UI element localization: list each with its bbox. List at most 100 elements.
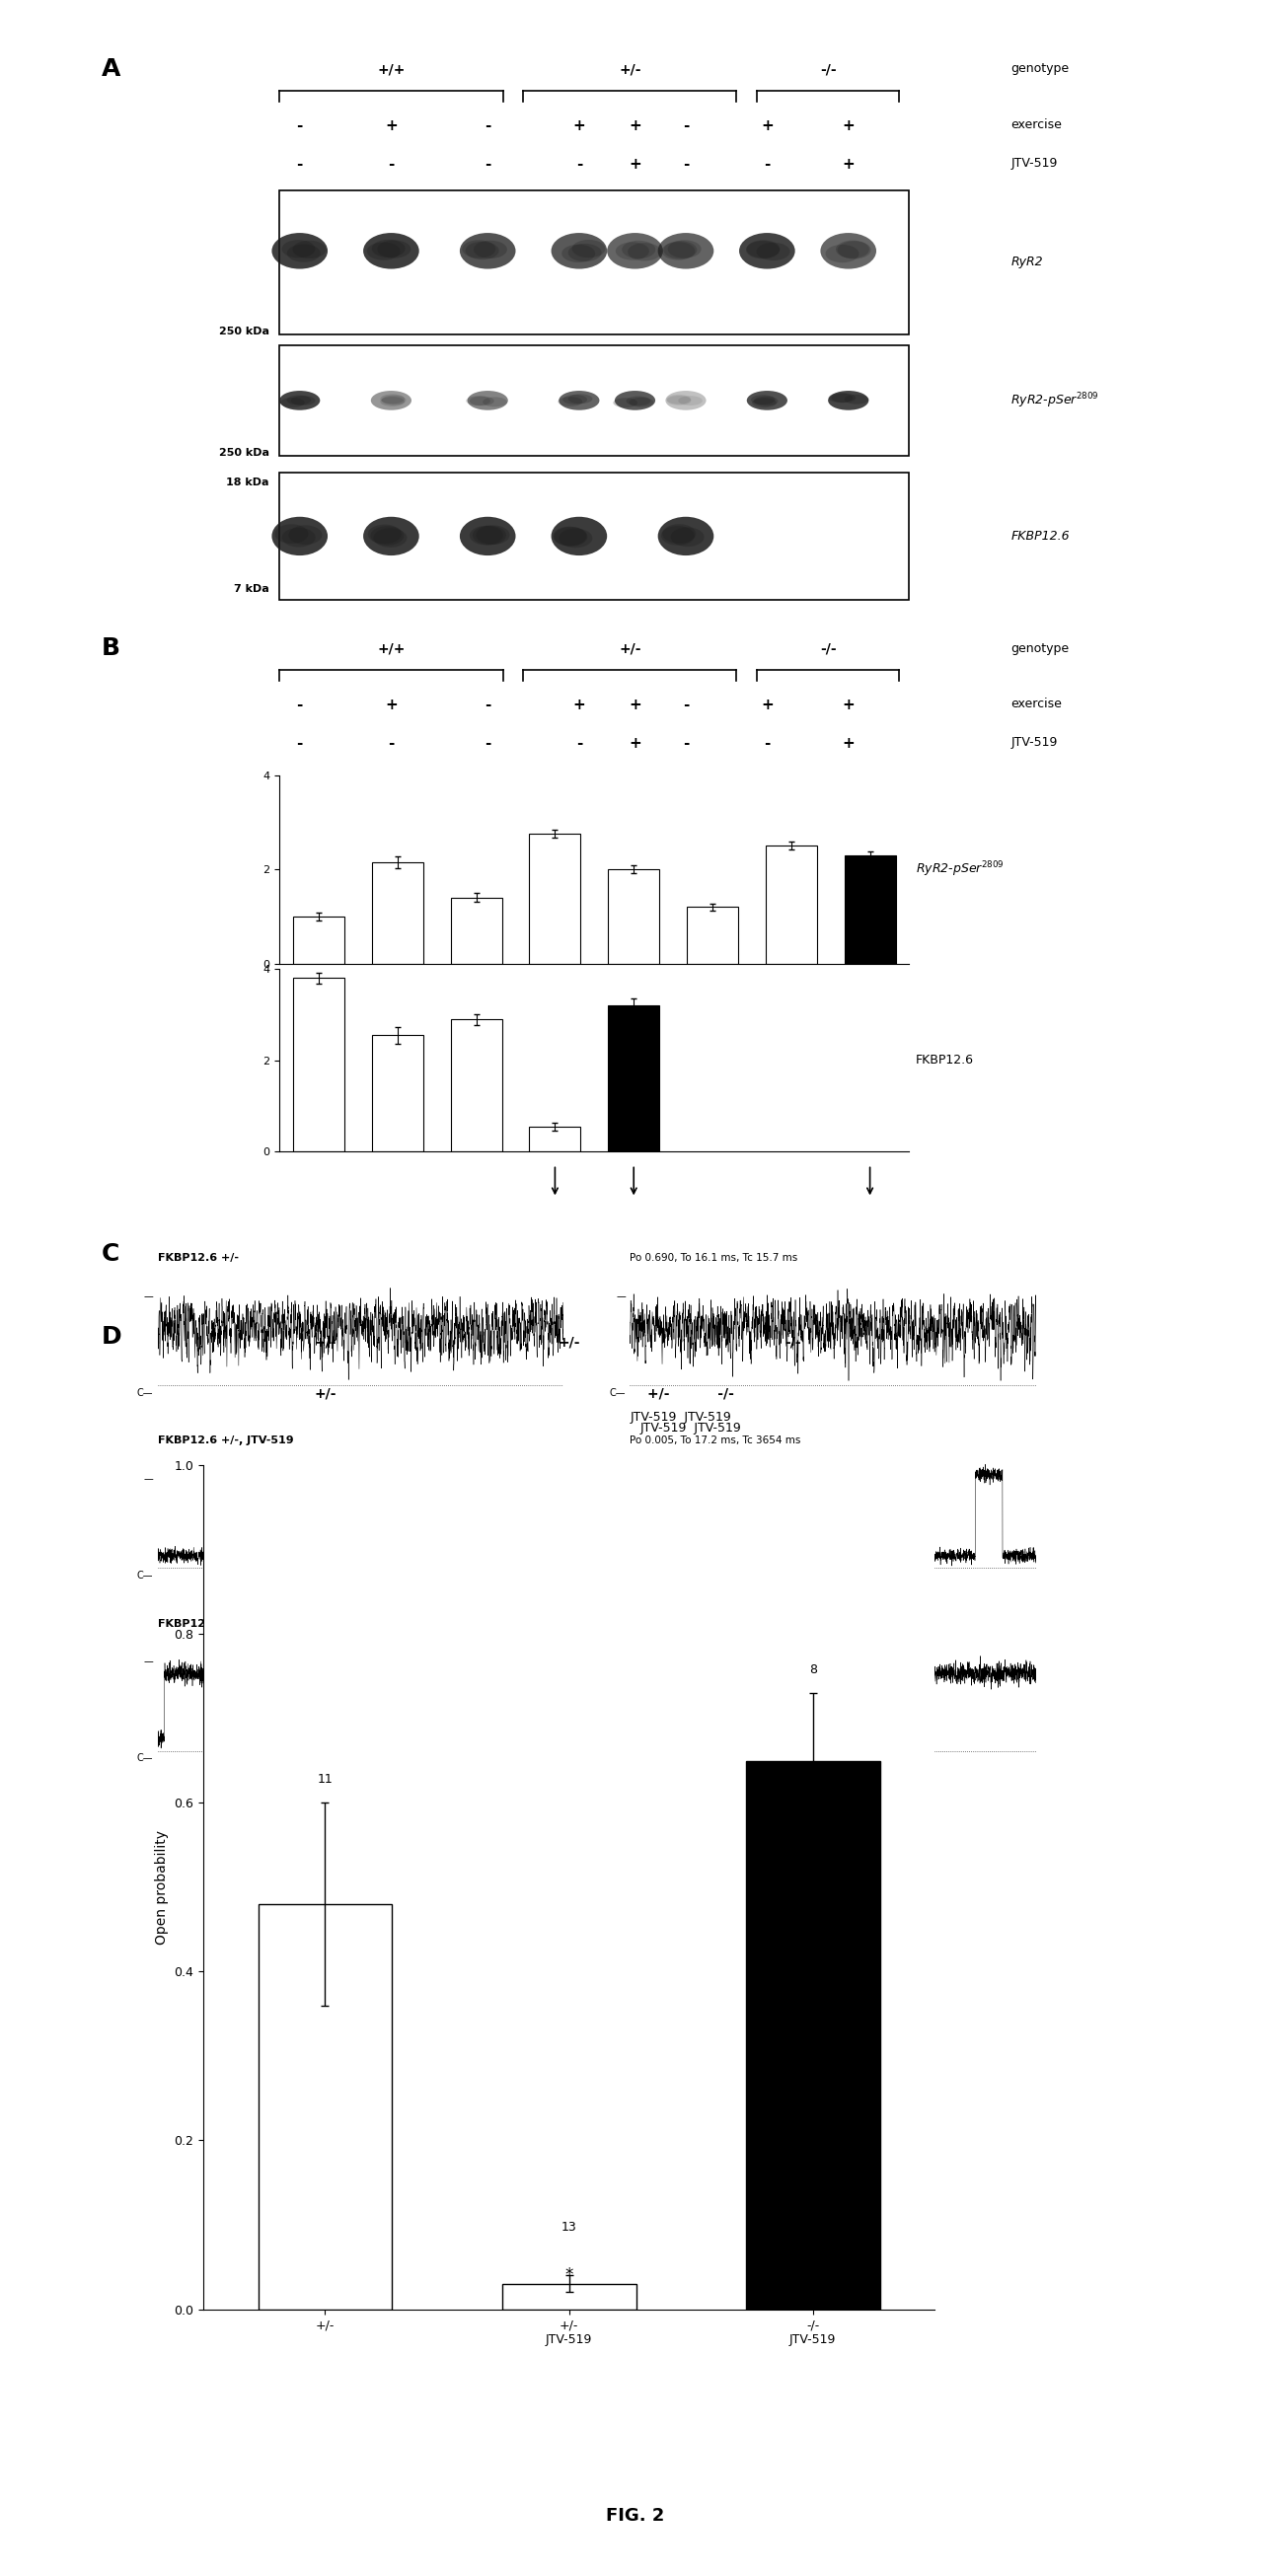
- Bar: [845, 855, 895, 963]
- Bar: [372, 1036, 423, 1151]
- Text: +: +: [629, 157, 641, 173]
- Ellipse shape: [626, 397, 650, 407]
- Text: FKBP12.6: FKBP12.6: [916, 1054, 974, 1066]
- Text: -: -: [683, 737, 688, 752]
- Text: -: -: [389, 737, 394, 752]
- Ellipse shape: [466, 397, 490, 404]
- Text: +/+: +/+: [377, 62, 405, 77]
- Ellipse shape: [363, 518, 419, 556]
- Ellipse shape: [274, 523, 309, 544]
- Text: -/-: -/-: [785, 1334, 800, 1350]
- Ellipse shape: [622, 240, 655, 258]
- Text: JTV-519  JTV-519: JTV-519 JTV-519: [630, 1412, 732, 1425]
- Ellipse shape: [739, 232, 795, 268]
- Ellipse shape: [607, 232, 663, 268]
- Text: exercise: exercise: [1011, 698, 1062, 711]
- Bar: [530, 1126, 580, 1151]
- Ellipse shape: [568, 394, 593, 404]
- Ellipse shape: [752, 397, 776, 407]
- Text: 8: 8: [809, 1664, 817, 1677]
- Text: +/-          -/-: +/- -/-: [648, 1386, 734, 1401]
- Text: +/-: +/-: [314, 1334, 337, 1350]
- Text: +: +: [573, 118, 585, 134]
- Text: C—: C—: [610, 1754, 626, 1765]
- Ellipse shape: [380, 394, 405, 404]
- Text: -: -: [683, 118, 688, 134]
- Ellipse shape: [671, 528, 704, 546]
- Text: —: —: [616, 1291, 626, 1301]
- Ellipse shape: [826, 245, 859, 263]
- Ellipse shape: [561, 245, 596, 263]
- Text: RyR2: RyR2: [1011, 255, 1043, 268]
- Ellipse shape: [616, 242, 649, 260]
- Ellipse shape: [470, 526, 503, 546]
- Ellipse shape: [470, 397, 494, 407]
- Text: Po 0.690, To 16.1 ms, Tc 15.7 ms: Po 0.690, To 16.1 ms, Tc 15.7 ms: [630, 1252, 798, 1262]
- Text: +: +: [761, 698, 773, 714]
- Text: JTV-519: JTV-519: [1011, 737, 1058, 750]
- Text: *: *: [565, 2267, 573, 2285]
- Ellipse shape: [568, 245, 602, 263]
- Ellipse shape: [757, 242, 790, 260]
- Text: FKBP12.6: FKBP12.6: [1011, 531, 1069, 544]
- Ellipse shape: [665, 392, 706, 410]
- Text: +: +: [385, 118, 398, 134]
- Ellipse shape: [279, 392, 320, 410]
- Bar: [766, 845, 817, 963]
- Text: -: -: [765, 737, 770, 752]
- Ellipse shape: [832, 394, 856, 402]
- Text: Po 0.965, To 14.1 ms, Tc 3.27 ms: Po 0.965, To 14.1 ms, Tc 3.27 ms: [630, 1618, 798, 1628]
- Text: Po 0.005, To 17.2 ms, Tc 3654 ms: Po 0.005, To 17.2 ms, Tc 3654 ms: [630, 1435, 801, 1445]
- Text: +: +: [842, 118, 855, 134]
- Ellipse shape: [371, 392, 411, 410]
- Ellipse shape: [372, 240, 405, 258]
- Text: 13: 13: [561, 2221, 577, 2233]
- Text: —: —: [616, 1656, 626, 1667]
- Ellipse shape: [465, 242, 499, 260]
- Text: -: -: [297, 698, 302, 714]
- Text: -: -: [485, 698, 490, 714]
- Text: C—: C—: [137, 1571, 154, 1582]
- Bar: [502, 2285, 636, 2308]
- Text: -: -: [485, 737, 490, 752]
- Text: C—: C—: [137, 1754, 154, 1765]
- Ellipse shape: [291, 397, 315, 404]
- Text: -: -: [683, 698, 688, 714]
- Y-axis label: Open probability: Open probability: [155, 1829, 169, 1945]
- Ellipse shape: [272, 232, 328, 268]
- Text: +/-: +/-: [314, 1386, 337, 1401]
- Text: exercise: exercise: [1011, 118, 1062, 131]
- Ellipse shape: [836, 240, 869, 258]
- Ellipse shape: [282, 528, 315, 546]
- Bar: [279, 345, 909, 456]
- Text: +/-: +/-: [558, 1334, 580, 1350]
- Text: -: -: [577, 737, 582, 752]
- Ellipse shape: [667, 394, 691, 404]
- Ellipse shape: [629, 397, 654, 407]
- Ellipse shape: [667, 397, 691, 404]
- Ellipse shape: [476, 526, 509, 544]
- Ellipse shape: [287, 394, 311, 404]
- Text: A: A: [102, 57, 121, 80]
- Text: +: +: [842, 698, 855, 714]
- Ellipse shape: [460, 518, 516, 556]
- Ellipse shape: [554, 528, 588, 546]
- Text: -: -: [297, 737, 302, 752]
- Bar: [451, 896, 502, 963]
- Ellipse shape: [380, 397, 405, 407]
- Ellipse shape: [281, 397, 305, 407]
- Ellipse shape: [572, 240, 606, 258]
- Text: genotype: genotype: [1011, 62, 1069, 75]
- Ellipse shape: [382, 394, 406, 404]
- Ellipse shape: [615, 392, 655, 410]
- Ellipse shape: [363, 232, 419, 268]
- Text: C—: C—: [137, 1388, 154, 1399]
- Bar: [279, 191, 909, 335]
- Ellipse shape: [288, 526, 323, 544]
- Ellipse shape: [663, 242, 697, 260]
- Bar: [608, 1005, 659, 1151]
- Text: +: +: [842, 157, 855, 173]
- Ellipse shape: [747, 240, 780, 258]
- Ellipse shape: [663, 523, 696, 544]
- Text: FKBP12.6 -/-, JTV-519: FKBP12.6 -/-, JTV-519: [157, 1618, 288, 1628]
